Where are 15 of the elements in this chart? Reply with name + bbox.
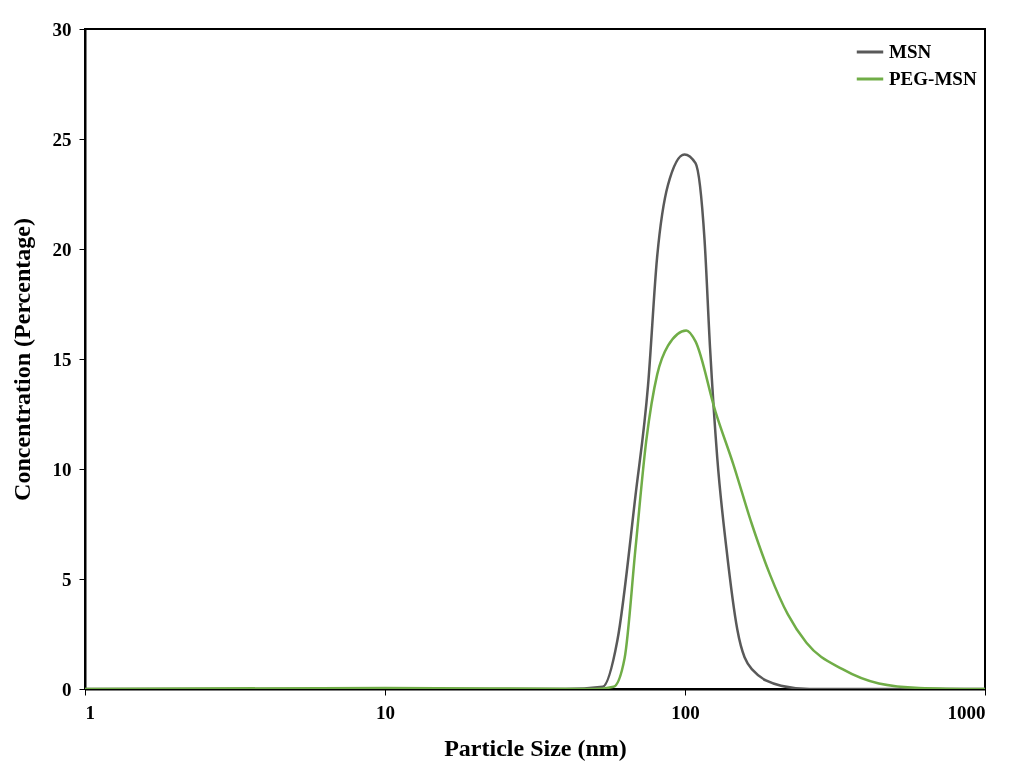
x-tick-label: 1000 (947, 701, 986, 723)
y-tick-label: 5 (62, 568, 72, 590)
y-tick-label: 0 (62, 678, 72, 700)
y-tick-label: 30 (52, 18, 72, 40)
y-tick-label: 15 (52, 348, 72, 370)
x-tick-label: 10 (376, 701, 395, 723)
y-tick-label: 20 (52, 238, 72, 260)
y-tick-label: 10 (52, 458, 72, 480)
x-tick-label: 100 (671, 701, 700, 723)
x-axis-title: Particle Size (nm) (444, 734, 627, 761)
y-axis-title: Concentration (Percentage) (8, 218, 35, 501)
y-tick-label: 25 (52, 128, 72, 150)
legend-label: PEG-MSN (889, 68, 977, 89)
legend-label: MSN (889, 41, 932, 62)
x-tick-label: 1 (85, 701, 95, 723)
